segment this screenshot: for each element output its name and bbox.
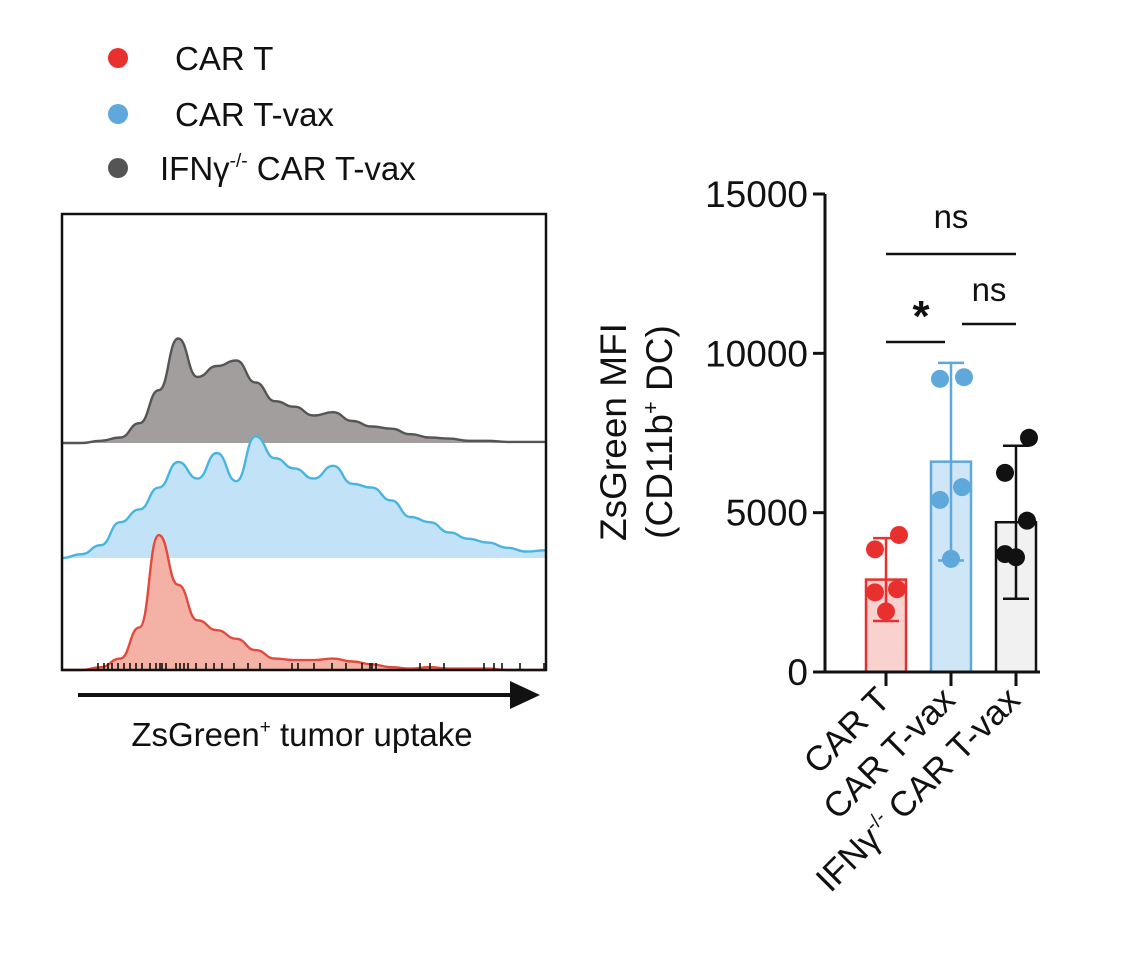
legend-label-ifng-sup: -/-: [230, 151, 248, 172]
data-point-car-t: [890, 525, 908, 544]
data-point-ifng-car-t-vax: [1007, 548, 1025, 567]
legend-marker-car-t: [108, 48, 128, 68]
significance-label-1: *: [912, 292, 930, 341]
significance-label-0: ns: [934, 198, 969, 235]
data-point-car-t-vax: [953, 478, 971, 497]
data-point-car-t: [866, 583, 884, 602]
y-axis-label-line2: (CD11b+ DC): [638, 325, 680, 539]
legend-label-car-t-vax: CAR T-vax: [175, 96, 334, 133]
y-axis-label-line2-main: (CD11b: [639, 414, 680, 539]
y-tick-label-5000: 5000: [726, 493, 808, 534]
histogram-area-car-t-vax: [62, 436, 546, 558]
data-point-car-t-vax: [931, 369, 949, 388]
data-point-car-t: [888, 580, 906, 599]
histogram-series-group: [61, 337, 547, 672]
histogram-area-ifng-car-t-vax: [62, 338, 546, 443]
y-ticks: 0 5000 10000 15000: [705, 174, 825, 693]
uptake-arrow-head: [510, 681, 540, 709]
histogram-minor-ticks: [97, 663, 545, 670]
histogram-x-label-sup: +: [260, 717, 271, 738]
y-axis-label-line2-rest: DC): [639, 325, 680, 401]
data-point-ifng-car-t-vax: [996, 463, 1014, 482]
x-ticks: [884, 672, 1018, 686]
bars-group: [864, 361, 1038, 674]
histogram-frame: [60, 212, 548, 672]
histogram-line-car-t-vax: [61, 435, 547, 560]
y-tick-label-0: 0: [787, 652, 808, 693]
significance-label-2: ns: [972, 271, 1007, 308]
histogram-area-car-t: [62, 535, 546, 670]
histogram-line-ifng-car-t-vax: [62, 337, 546, 445]
histogram-x-label-rest: tumor uptake: [271, 716, 473, 753]
histogram-panel: ZsGreen+ tumor uptake: [60, 212, 548, 753]
y-axis-label-line1: ZsGreen MFI: [593, 323, 634, 541]
histogram-x-label: ZsGreen+ tumor uptake: [131, 716, 472, 753]
histogram-line-car-t: [62, 533, 546, 672]
legend-label-ifng-ko-car-t-vax: IFNγ-/- CAR T-vax: [160, 150, 416, 187]
histogram-x-label-main: ZsGreen: [131, 716, 259, 753]
legend-marker-car-t-vax: [108, 104, 128, 124]
data-point-ifng-car-t-vax: [1018, 511, 1036, 530]
y-tick-label-15000: 15000: [705, 174, 808, 215]
legend-label-ifng-suffix: CAR T-vax: [248, 150, 417, 187]
data-point-car-t: [866, 540, 884, 559]
data-point-car-t: [877, 602, 895, 621]
significance-brackets: ns * ns: [886, 198, 1016, 344]
legend-label-ifng-main: IFNγ: [160, 150, 230, 187]
data-point-car-t-vax: [955, 368, 973, 387]
legend-marker-ifng-ko-car-t-vax: [108, 158, 128, 178]
y-axis-label-line2-sup: +: [638, 401, 663, 414]
data-point-car-t-vax: [931, 490, 949, 509]
y-tick-label-10000: 10000: [705, 333, 808, 374]
legend: CAR T CAR T-vax IFNγ-/- CAR T-vax: [108, 40, 416, 187]
legend-label-car-t: CAR T: [175, 40, 273, 77]
data-point-car-t-vax: [942, 549, 960, 568]
data-point-ifng-car-t-vax: [1020, 428, 1038, 447]
